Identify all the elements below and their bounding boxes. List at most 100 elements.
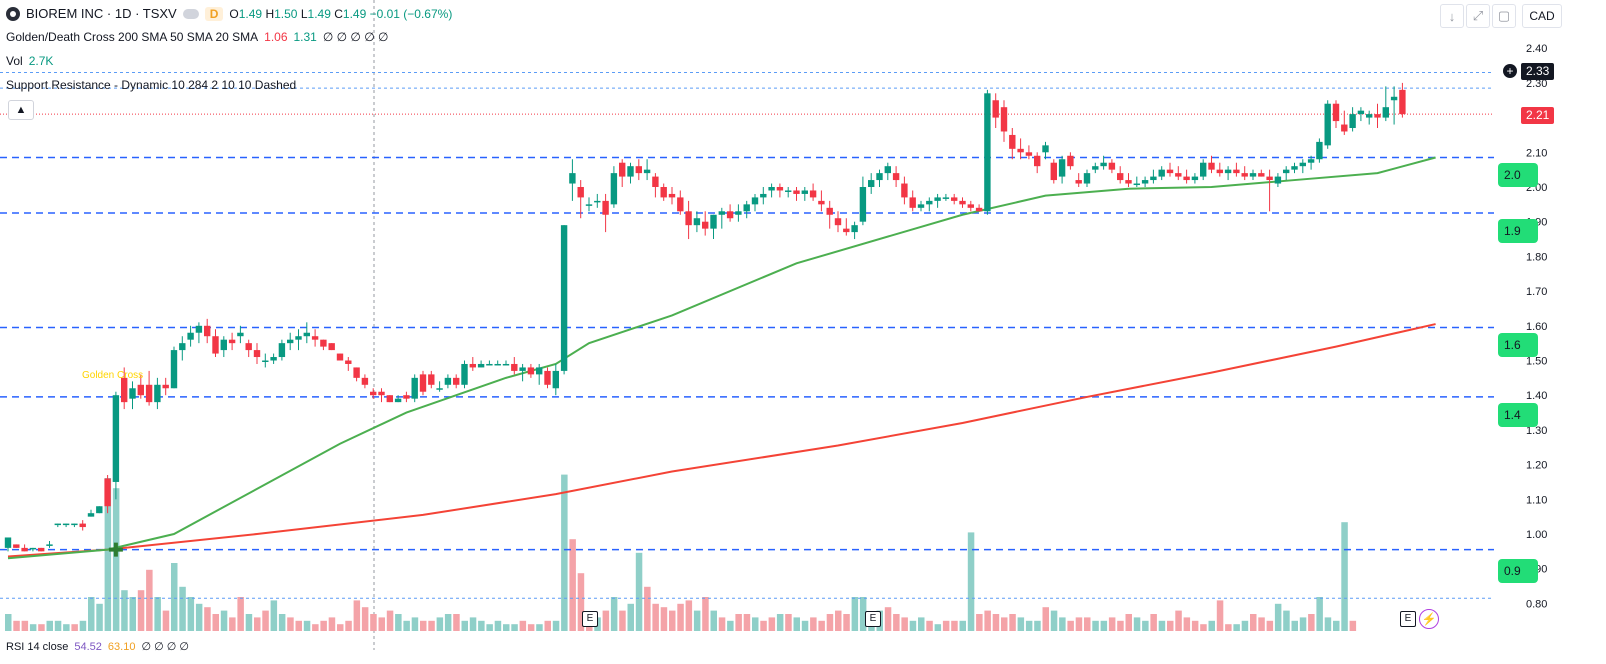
candle-body	[1017, 148, 1024, 153]
currency-select[interactable]: CAD	[1522, 4, 1562, 28]
volume-bar	[752, 617, 759, 631]
volume-bar	[942, 620, 950, 631]
candle-body	[428, 374, 435, 385]
candle-body	[660, 187, 667, 198]
candle-body	[54, 523, 61, 526]
candle	[1208, 155, 1215, 174]
sr-legend[interactable]: Support Resistance - Dynamic 10 284 2 10…	[6, 78, 296, 92]
candle-body	[154, 384, 161, 403]
scroll-down-button[interactable]: ↓	[1440, 4, 1464, 28]
volume-bar	[1283, 610, 1290, 631]
candle-body	[411, 377, 418, 399]
candle-body	[635, 166, 642, 174]
candle	[577, 180, 584, 219]
candle	[129, 381, 136, 410]
volume-bar	[743, 614, 751, 631]
candle-body	[71, 523, 78, 526]
volume-bar	[1075, 617, 1083, 631]
candle	[876, 169, 883, 187]
volume-bar	[121, 590, 128, 631]
golden-cross-marker	[108, 542, 123, 557]
candle-body	[1266, 176, 1273, 181]
candle-body	[1382, 107, 1389, 118]
candle-body	[677, 197, 684, 212]
candle-body	[652, 176, 659, 187]
dividend-lightning-icon[interactable]: ⚡	[1419, 609, 1439, 629]
volume-bar	[5, 614, 12, 631]
earnings-event-marker[interactable]: E	[582, 611, 598, 627]
candle	[154, 377, 161, 410]
candle-body	[1399, 89, 1406, 115]
volume-bar	[1266, 620, 1274, 631]
golden-cross-label: Golden/Death Cross 200 SMA 50 SMA 20 SMA	[6, 30, 259, 44]
candle-body	[1299, 162, 1306, 167]
y-tick-label: 2.10	[1526, 147, 1547, 159]
volume-bar	[320, 620, 327, 631]
volume-bar	[793, 617, 800, 631]
earnings-event-marker[interactable]: E	[1400, 611, 1416, 627]
volume-bar	[859, 597, 867, 631]
candle-body	[104, 478, 111, 507]
candle-body	[494, 363, 501, 366]
candle	[477, 360, 485, 368]
candle	[170, 346, 178, 389]
candle	[378, 388, 385, 403]
volume-bar	[976, 614, 983, 631]
volume-bar	[179, 586, 186, 631]
candle	[436, 381, 443, 392]
volume-bar	[1316, 597, 1323, 631]
volume-bar	[1258, 617, 1265, 631]
rsi-legend[interactable]: RSI 14 close 54.52 63.10 ∅ ∅ ∅ ∅	[6, 640, 189, 654]
volume-bar	[851, 597, 859, 631]
volume-label: Vol	[6, 54, 23, 68]
open-value: 1.49	[238, 6, 263, 21]
volume-bar	[1216, 600, 1224, 631]
volume-bar	[137, 590, 145, 631]
candle	[519, 363, 526, 382]
volume-bar	[918, 617, 925, 631]
close-label: C	[334, 6, 343, 21]
candle	[287, 332, 294, 351]
candle-body	[245, 343, 252, 351]
volume-bar	[212, 614, 219, 631]
candle-body	[13, 544, 20, 548]
candle	[702, 211, 709, 236]
volume-bar	[162, 610, 170, 631]
last-price-tag: 2.21	[1521, 107, 1555, 124]
candle-body	[170, 350, 178, 389]
candle	[1166, 162, 1174, 177]
volume-bar	[370, 614, 377, 631]
volume-bar	[262, 610, 269, 631]
volume-bar	[1117, 620, 1124, 631]
restore-button[interactable]: ▢	[1492, 4, 1516, 28]
collapse-legend-button[interactable]: ▲	[8, 100, 34, 120]
maximize-button[interactable]: ⤢	[1466, 4, 1490, 28]
volume-bar	[1341, 522, 1348, 631]
candle-body	[461, 363, 468, 385]
volume-bar	[295, 620, 302, 631]
visibility-toggle-icon[interactable]	[182, 8, 199, 19]
candle	[677, 190, 684, 215]
candle-body	[320, 339, 327, 347]
add-alert-plus-icon[interactable]: +	[1503, 64, 1517, 78]
golden-cross-legend[interactable]: Golden/Death Cross 200 SMA 50 SMA 20 SMA…	[6, 30, 388, 44]
volume-value: 2.7K	[28, 54, 54, 68]
symbol-title[interactable]: BIOREM INC · 1D · TSXV	[26, 6, 177, 21]
candle	[909, 190, 916, 212]
candle-body	[685, 211, 692, 226]
candle-body	[204, 325, 211, 337]
candle-body	[1324, 103, 1331, 146]
candle-body	[1158, 169, 1165, 177]
candle	[843, 218, 850, 236]
volume-bar	[403, 620, 410, 631]
candle-body	[834, 218, 842, 226]
candle	[967, 200, 974, 212]
volume-legend[interactable]: Vol 2.7K	[6, 54, 53, 68]
candle	[1374, 103, 1381, 129]
earnings-event-marker[interactable]: E	[865, 611, 881, 627]
candle-body	[278, 343, 286, 358]
candle-body	[129, 388, 136, 399]
candle	[527, 363, 535, 378]
candle-body	[1274, 176, 1282, 184]
